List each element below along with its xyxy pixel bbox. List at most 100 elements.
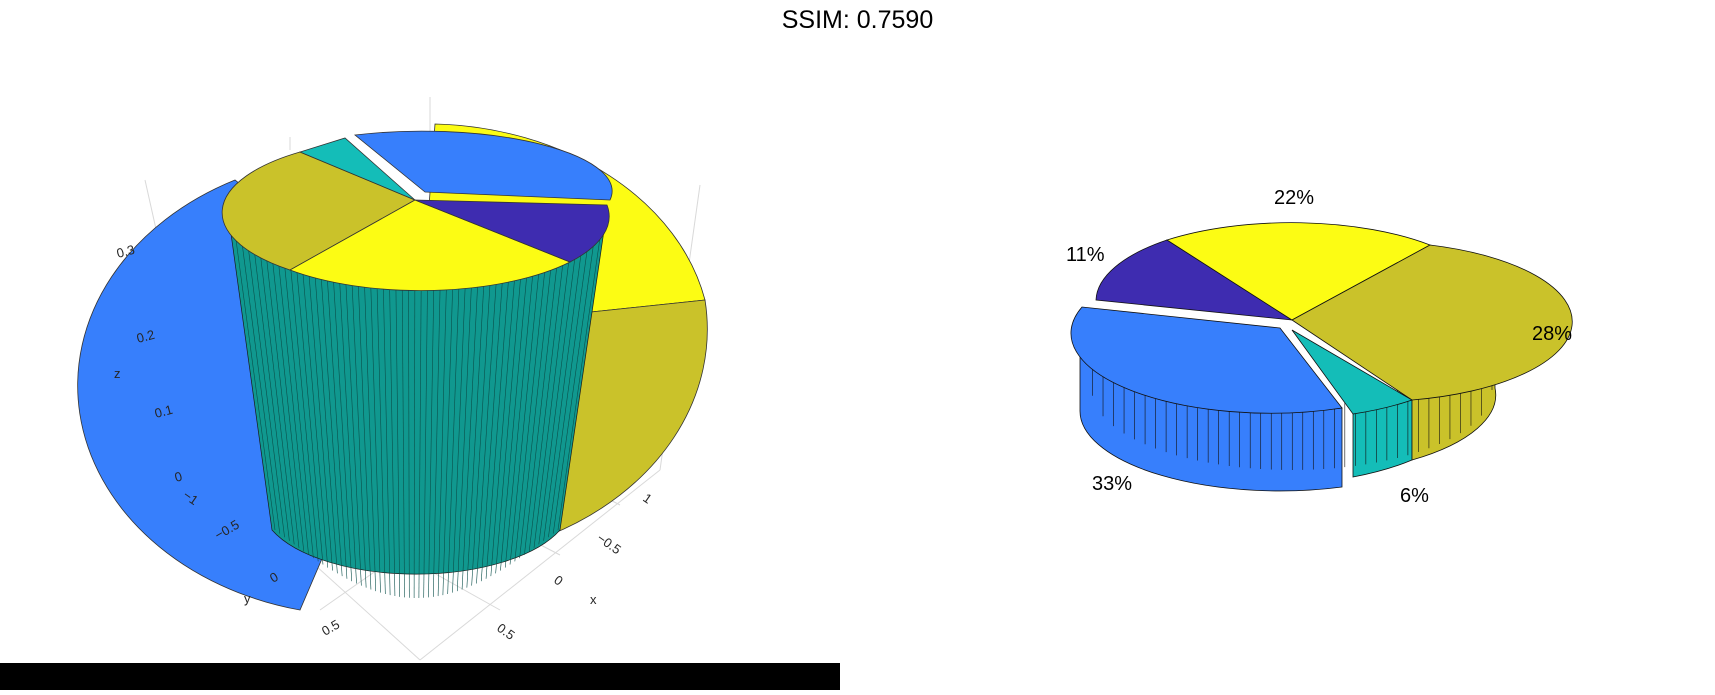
cylinder-ridge-line	[395, 288, 401, 597]
cylinder-ridge-line	[514, 246, 548, 562]
label-22: 22%	[1274, 187, 1314, 209]
cylinder-ridge-line	[452, 283, 466, 593]
y-axis-label: y	[244, 591, 251, 606]
cylinder-ridge-line	[351, 277, 367, 588]
top-slice-cyan	[298, 137, 416, 201]
cylinder-ridge-line	[275, 239, 309, 555]
cylinder-ridge-line	[256, 226, 295, 545]
cylinder-ridge-line	[231, 209, 276, 531]
cylinder-ridge-line	[524, 239, 561, 555]
cylinder-ridge-line	[238, 214, 281, 534]
top-slice-purple	[414, 199, 610, 263]
label-28: 28%	[1532, 323, 1572, 345]
cylinder-ridge-line	[456, 281, 472, 592]
cylinder-ridge-line	[364, 281, 377, 592]
cylinder-ridge-line	[269, 235, 305, 552]
x-tick-neg0.5: −0.5	[594, 530, 624, 557]
top-slice-blue	[354, 130, 613, 201]
z-axis-label: z	[114, 366, 121, 381]
slice-33	[1070, 306, 1343, 414]
cylinder-ridge-line	[538, 226, 580, 545]
cylinder-ridge-line	[490, 264, 517, 577]
cylinder-ridge-line	[313, 261, 338, 574]
cylinder-ridge-line	[480, 270, 504, 582]
cylinder-ridge-line	[437, 287, 447, 597]
pie-top	[1070, 222, 1573, 415]
cylinder-ridge-line	[447, 285, 460, 594]
slice-11	[1095, 239, 1293, 321]
cylinder-ridge-line	[263, 231, 300, 548]
cylinder-ridge-line	[383, 286, 391, 596]
label-6: 6%	[1400, 485, 1429, 507]
cylinder-ridge-line	[370, 283, 381, 593]
z-tick-0.3: 0.3	[115, 242, 136, 261]
right-3d-pie: 11% 22% 28% 6% 33%	[860, 0, 1715, 690]
cylinder-ridge-line	[332, 270, 353, 582]
slice-6	[1291, 329, 1413, 415]
label-11: 11%	[1066, 244, 1105, 266]
y-tick-0.5: 0.5	[319, 617, 342, 639]
cylinder-ridge-line	[471, 275, 491, 586]
z-axis-ticks: 0.3 0.2 0.1 0 z	[114, 242, 184, 485]
cylinder-ridge-line	[548, 218, 592, 538]
cylinder-ridge-line	[466, 277, 485, 588]
cylinder-ridges	[231, 209, 605, 598]
cylinder-ridge-line	[442, 286, 453, 596]
cylinder-ridge-line	[250, 222, 290, 541]
cylinder-ridge-line	[376, 285, 386, 594]
pie-labels: 11% 22% 28% 6% 33%	[1066, 187, 1572, 507]
x-tick-0.5: 0.5	[494, 620, 517, 643]
right-3d-pie-svg: 11% 22% 28% 6% 33%	[1066, 187, 1573, 507]
cylinder-ridge-line	[294, 250, 324, 565]
cylinder-ridge-line	[282, 243, 314, 559]
top-slice-yellow	[289, 199, 571, 291]
top-slice-olive	[221, 151, 416, 271]
cylinder-ridge-line	[461, 279, 479, 590]
cylinder-ridge-line	[519, 243, 554, 559]
cylinder-top	[221, 130, 613, 291]
cylinder-ridge-line	[301, 254, 329, 568]
x-tick-1: 1	[640, 490, 655, 506]
cylinder-ridge-line	[476, 272, 498, 584]
cylinder-ridge-line	[357, 279, 372, 590]
cylinder-ridge-line	[504, 254, 535, 568]
cylinder-ridge-line	[307, 257, 333, 571]
ssim-title: SSIM: 0.7590	[781, 6, 934, 34]
z-tick-0.1: 0.1	[153, 402, 174, 421]
left-3d-plot-svg: 0.3 0.2 0.1 0 z −1 −0.5 0 0.5 y 1 −0.5 0…	[77, 97, 708, 661]
z-tick-0.2: 0.2	[135, 327, 156, 346]
cylinder-ridge-line	[418, 289, 422, 598]
cylinder	[227, 209, 608, 598]
bottom-black-bar	[0, 663, 840, 690]
cylinder-ridge-line	[500, 257, 529, 571]
cylinder-ridge-line	[244, 218, 285, 538]
cylinder-ridge-line	[401, 289, 405, 598]
x-tick-0: 0	[551, 572, 566, 588]
cylinder-ridge-line	[423, 289, 428, 598]
cylinder-ridge-line	[533, 231, 573, 548]
cylinder-ridge-line	[428, 289, 435, 598]
cylinder-ridge-line	[552, 214, 598, 534]
label-33: 33%	[1092, 473, 1132, 495]
cylinder-ridge-line	[413, 289, 416, 598]
cylinder-ridge-line	[485, 267, 510, 579]
left-3d-plot: 0.3 0.2 0.1 0 z −1 −0.5 0 0.5 y 1 −0.5 0…	[0, 0, 860, 690]
z-tick-0: 0	[173, 469, 184, 485]
cylinder-ridge-line	[432, 288, 441, 597]
cylinder-ridge-line	[557, 209, 605, 531]
slice-22	[1166, 222, 1431, 321]
cylinder-ridge-line	[288, 246, 319, 562]
cylinder-ridge-line	[509, 250, 542, 565]
cylinder-ridge-line	[338, 272, 357, 584]
x-axis-label: x	[590, 592, 597, 607]
cylinder-ridge-line	[319, 264, 343, 577]
cylinder-ridge-line	[543, 222, 586, 541]
cylinder-ridge-line	[345, 275, 362, 586]
cylinder-ridge-line	[326, 267, 348, 579]
cylinder-ridge-line	[528, 235, 567, 552]
slice-28	[1291, 244, 1573, 401]
cylinder-ridge-line	[495, 261, 523, 574]
cylinder-ridge-line	[408, 289, 410, 598]
cylinder-ridge-line	[389, 287, 396, 597]
y-tick-neg1: −1	[180, 487, 201, 508]
